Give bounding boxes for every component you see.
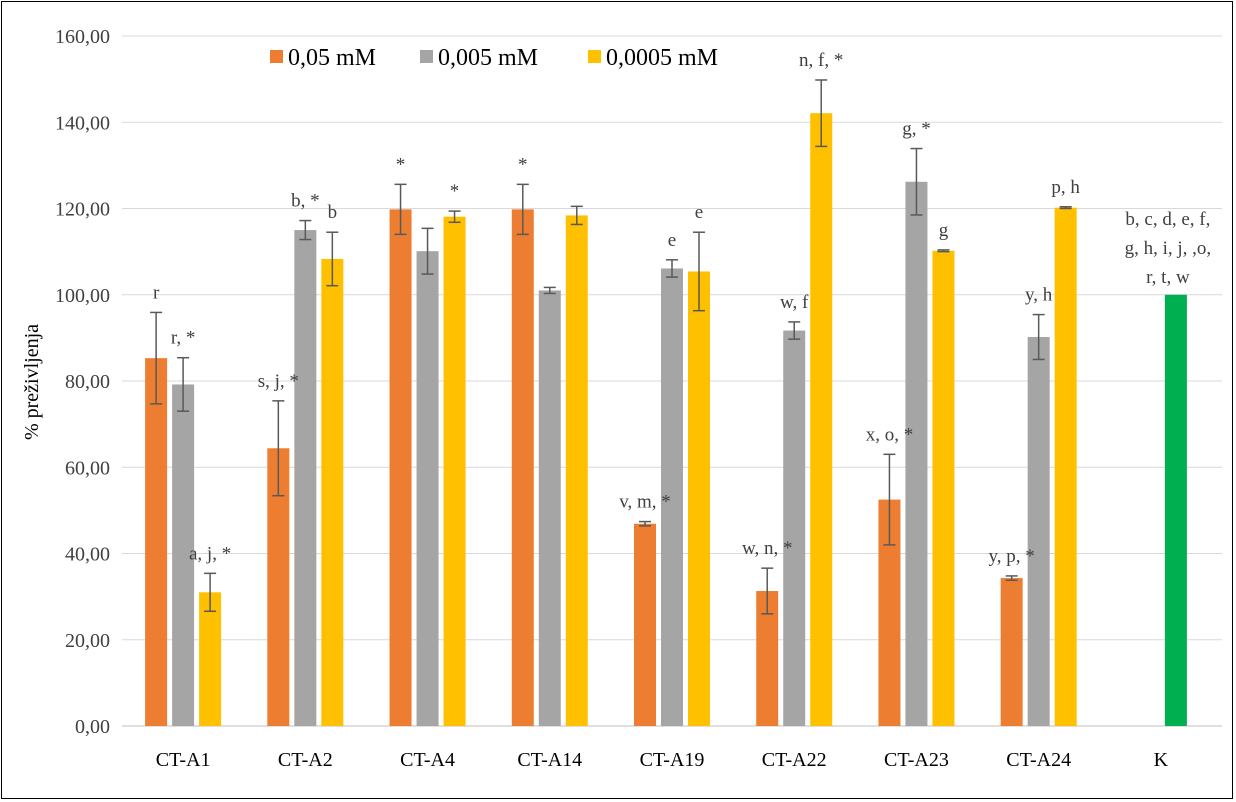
- y-axis-tick-labels: 0,00 20,00 40,00 60,00 80,00 100,00 120,00 140,…: [55, 26, 110, 738]
- significance-label: g, h, i, j, ,o,: [1125, 238, 1212, 259]
- bar: [1000, 578, 1023, 726]
- significance-label: g, *: [902, 119, 931, 140]
- bar: [932, 250, 955, 726]
- bar: [294, 230, 317, 726]
- x-tick-label: CT-A4: [400, 749, 455, 771]
- x-tick-label: CT-A19: [640, 749, 705, 771]
- legend: 0,05 mM 0,005 mM 0,0005 mM: [270, 45, 718, 71]
- bar: [1027, 337, 1050, 726]
- significance-label: r, *: [171, 328, 196, 349]
- bar: [756, 591, 779, 726]
- legend-label: 0,05 mM: [288, 45, 376, 71]
- legend-swatch: [270, 50, 283, 63]
- x-tick-label: CT-A24: [1006, 749, 1071, 771]
- bar: [1054, 207, 1077, 726]
- bar: [634, 523, 656, 726]
- significance-label: b: [328, 202, 338, 223]
- significance-label: *: [396, 154, 406, 175]
- bar: [416, 251, 439, 726]
- significance-label: r: [153, 282, 160, 303]
- legend-label: 0,0005 mM: [606, 45, 718, 71]
- significance-label: x, o, *: [866, 424, 914, 445]
- significance-label: g: [939, 220, 949, 241]
- y-tick-label: 40,00: [65, 544, 110, 566]
- x-tick-label: CT-A14: [517, 749, 582, 771]
- significance-label: y, p, *: [989, 546, 1035, 567]
- bar: [905, 181, 928, 726]
- significance-label: b, *: [291, 191, 320, 212]
- y-tick-label: 140,00: [55, 112, 110, 134]
- bar: [783, 330, 806, 726]
- significance-label: w, n, *: [742, 538, 793, 559]
- y-tick-label: 80,00: [65, 371, 110, 393]
- y-tick-label: 20,00: [65, 630, 110, 652]
- x-tick-label: CT-A1: [156, 749, 211, 771]
- bar: [511, 209, 534, 727]
- x-tick-label: CT-A2: [278, 749, 333, 771]
- y-axis-label: % preživljenja: [21, 324, 43, 440]
- bar: [538, 290, 561, 726]
- significance-label: e: [668, 230, 676, 251]
- significance-label: w, f: [780, 292, 809, 313]
- bar: [267, 448, 290, 726]
- bar: [878, 499, 901, 726]
- bar: [389, 209, 412, 727]
- bar: [661, 268, 683, 726]
- significance-label: e: [695, 202, 703, 223]
- significance-label: b, c, d, e, f,: [1125, 209, 1210, 230]
- significance-label: p, h: [1051, 177, 1080, 198]
- legend-swatch: [588, 50, 601, 63]
- y-tick-label: 120,00: [55, 199, 110, 221]
- significance-label: s, j, *: [258, 371, 299, 392]
- bar: [199, 592, 222, 726]
- bar: [688, 271, 710, 726]
- significance-label: v, m, *: [619, 492, 671, 513]
- significance-label: y, h: [1025, 285, 1053, 306]
- annotations: r r, * a, j, * s, j, * b, * b * * * v, m, * ee w, n…: [153, 50, 1211, 567]
- bar: [172, 384, 195, 726]
- bar: [443, 216, 466, 726]
- y-tick-label: 0,00: [75, 716, 110, 738]
- bar: [321, 258, 344, 726]
- x-tick-label: K: [1154, 749, 1169, 771]
- error-bars: [150, 79, 1072, 615]
- bar: [1164, 294, 1187, 726]
- x-axis: CT-A1 CT-A2 CT-A4 CT-A14 CT-A19 CT-A22 CT-A23 C…: [156, 749, 1169, 771]
- significance-label: n, f, *: [799, 50, 843, 71]
- bar: [565, 215, 588, 726]
- bars: [145, 113, 1187, 727]
- legend-swatch: [420, 50, 433, 63]
- y-tick-label: 60,00: [65, 457, 110, 479]
- bar: [145, 358, 168, 726]
- significance-label: a, j, *: [189, 543, 231, 564]
- x-tick-label: CT-A22: [762, 749, 827, 771]
- significance-label: *: [518, 154, 528, 175]
- significance-label: r, t, w: [1146, 267, 1190, 288]
- y-tick-label: 100,00: [55, 285, 110, 307]
- significance-label: *: [450, 181, 460, 202]
- legend-label: 0,005 mM: [438, 45, 538, 71]
- x-tick-label: CT-A23: [884, 749, 949, 771]
- y-tick-label: 160,00: [55, 26, 110, 48]
- bar: [810, 113, 833, 727]
